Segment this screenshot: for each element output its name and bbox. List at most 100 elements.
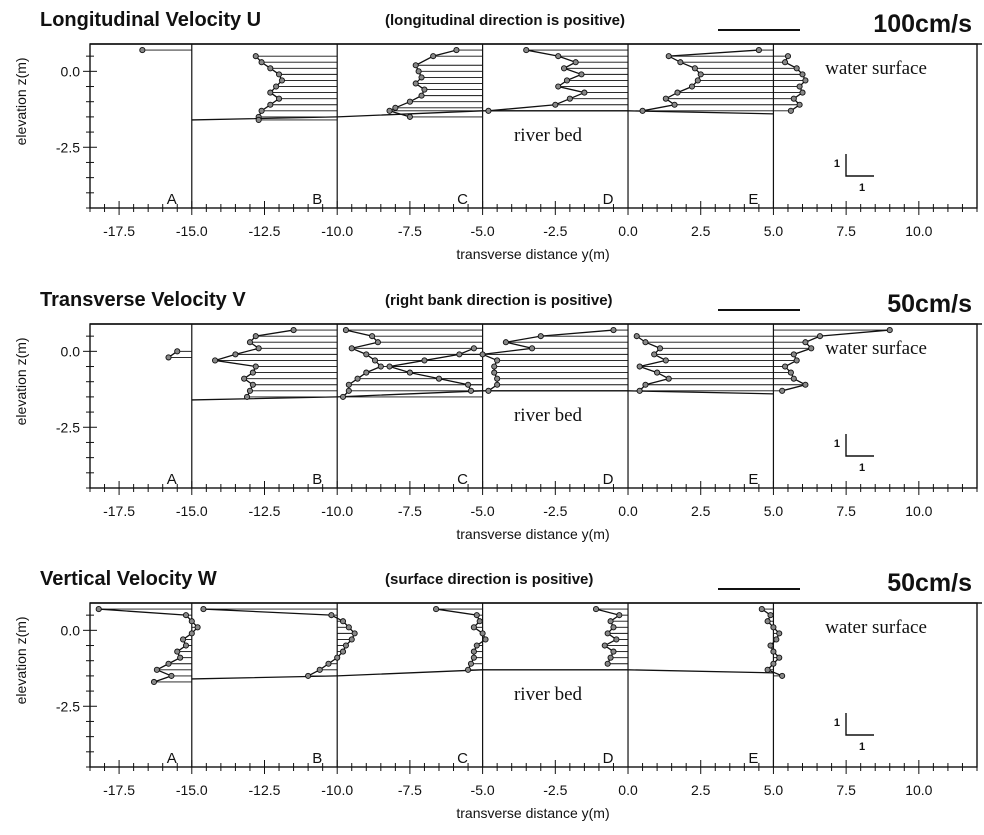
data-point xyxy=(153,666,160,673)
data-point xyxy=(273,83,280,90)
data-point xyxy=(642,381,649,388)
data-point xyxy=(767,612,774,619)
data-point xyxy=(275,95,283,102)
data-point xyxy=(465,381,472,388)
data-point xyxy=(467,660,475,667)
data-point xyxy=(790,95,797,102)
data-point xyxy=(252,363,259,370)
data-point xyxy=(377,363,384,370)
x-tick-label: -10.0 xyxy=(321,782,353,798)
data-point xyxy=(607,618,614,625)
data-point xyxy=(485,387,492,394)
data-point xyxy=(491,369,498,376)
station-label: B xyxy=(312,471,322,488)
data-point xyxy=(610,648,617,655)
x-tick-label: 0.0 xyxy=(618,503,638,519)
data-point xyxy=(613,636,620,643)
x-tick-label: 5.0 xyxy=(764,782,784,798)
data-point xyxy=(816,333,824,340)
data-point xyxy=(412,62,419,69)
data-point xyxy=(258,59,265,66)
velocity-profile-line xyxy=(389,347,475,392)
data-point xyxy=(770,624,777,631)
x-tick-label: -7.5 xyxy=(398,782,422,798)
x-tick-label: -7.5 xyxy=(398,503,422,519)
panel-title: Vertical Velocity W xyxy=(40,568,217,590)
x-tick-label: -5.0 xyxy=(471,782,495,798)
data-point xyxy=(793,357,800,364)
data-point xyxy=(470,624,477,631)
x-tick-label: -5.0 xyxy=(471,223,495,239)
data-point xyxy=(555,53,562,60)
data-point xyxy=(523,47,530,54)
data-point xyxy=(95,606,102,613)
station-label: A xyxy=(167,191,177,208)
station-label: C xyxy=(457,471,468,488)
data-point xyxy=(796,83,803,90)
data-point xyxy=(639,107,646,114)
data-point xyxy=(671,101,678,108)
data-point xyxy=(470,654,477,661)
y-axis-label: elevation z(m) xyxy=(13,616,29,704)
data-point xyxy=(345,381,352,388)
data-point xyxy=(374,339,381,346)
river-bed-label: river bed xyxy=(514,684,583,705)
velocity-profile-line xyxy=(435,608,487,671)
data-point xyxy=(339,618,347,625)
unit-scale-glyph xyxy=(845,154,874,177)
y-axis-label: elevation z(m) xyxy=(13,337,29,425)
data-point xyxy=(764,618,771,625)
panel-title: Transverse Velocity V xyxy=(40,289,246,311)
panel-title: Longitudinal Velocity U xyxy=(40,9,261,31)
data-point xyxy=(656,345,664,352)
data-point xyxy=(406,113,413,120)
data-point xyxy=(212,357,219,364)
station-label: D xyxy=(603,191,614,208)
data-point xyxy=(528,345,536,352)
velocity-profile-line xyxy=(203,608,356,677)
data-point xyxy=(688,83,696,90)
velocity-panel: Longitudinal Velocity U (longitudinal dir… xyxy=(13,9,982,262)
scale-label: 50cm/s xyxy=(887,290,972,318)
data-point xyxy=(258,107,265,114)
data-point xyxy=(418,74,425,81)
data-point xyxy=(802,381,809,388)
data-point xyxy=(601,642,608,649)
data-point xyxy=(470,345,477,352)
data-point xyxy=(494,381,501,388)
station-label: C xyxy=(457,750,468,767)
data-point xyxy=(787,369,794,376)
data-point xyxy=(325,660,332,667)
data-point xyxy=(767,642,774,649)
data-point xyxy=(246,387,254,394)
data-point xyxy=(348,636,355,643)
data-point xyxy=(779,672,786,679)
data-point xyxy=(177,654,184,661)
data-point xyxy=(616,612,623,619)
data-point xyxy=(755,47,762,54)
data-point xyxy=(479,630,486,637)
data-point xyxy=(174,648,181,655)
data-point xyxy=(560,65,568,72)
station-label: E xyxy=(748,750,758,767)
data-point xyxy=(799,71,806,78)
data-point xyxy=(255,116,262,123)
data-point xyxy=(604,630,611,637)
data-point xyxy=(773,636,780,643)
y-tick-label: -2.5 xyxy=(56,419,80,435)
data-point xyxy=(339,648,347,655)
data-point xyxy=(470,648,477,655)
data-point xyxy=(246,339,254,346)
x-tick-label: -17.5 xyxy=(103,782,135,798)
data-point xyxy=(255,345,262,352)
x-tick-label: 10.0 xyxy=(905,223,932,239)
data-point xyxy=(662,357,669,364)
x-tick-label: -12.5 xyxy=(249,503,281,519)
data-point xyxy=(243,393,251,400)
data-point xyxy=(180,636,187,643)
data-point xyxy=(665,375,672,382)
x-tick-label: -12.5 xyxy=(249,782,281,798)
unit-scale-vertical: 1 xyxy=(834,158,840,170)
data-point xyxy=(642,339,649,346)
y-tick-label: 0.0 xyxy=(61,343,81,359)
